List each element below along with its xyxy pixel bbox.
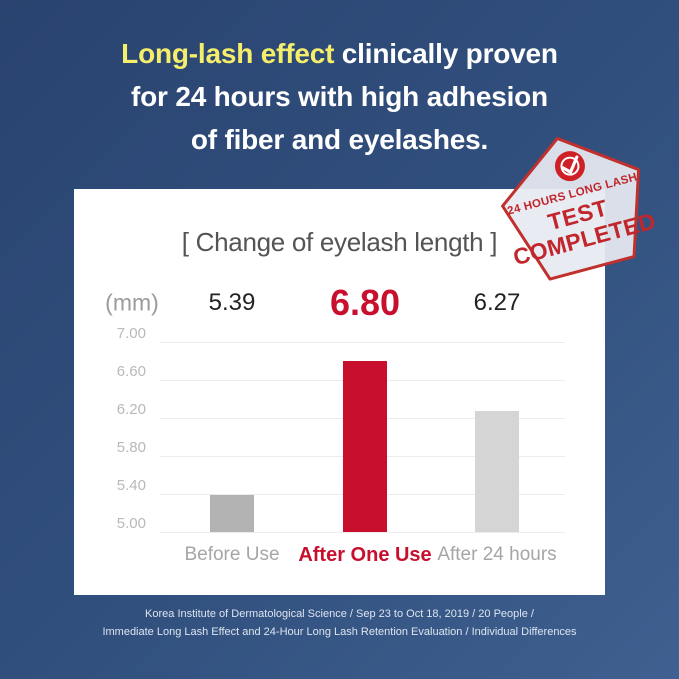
x-label-before-use: Before Use: [184, 544, 280, 565]
gridline: [160, 532, 565, 533]
headline-line-3: of fiber and eyelashes.: [190, 124, 489, 155]
chart-title: [ Change of eyelash length ]: [181, 227, 498, 257]
y-tick-label: 5.00: [116, 515, 146, 532]
source-line-2: Immediate Long Lash Effect and 24-Hour L…: [102, 626, 577, 638]
value-label-after-one-use: 6.80: [329, 282, 401, 323]
source-line-1: Korea Institute of Dermatological Scienc…: [145, 608, 534, 620]
y-tick-label: 5.80: [116, 439, 146, 456]
y-tick-label: 7.00: [116, 325, 146, 342]
check-circle-icon: [554, 151, 585, 182]
headline: Long-lash effect clinically proven for 2…: [0, 32, 679, 161]
x-label-after-24-hours: After 24 hours: [437, 544, 557, 565]
stamp-pentagon: [501, 136, 641, 281]
x-axis-labels: Before Use After One Use After 24 hours: [74, 544, 605, 570]
y-tick-label: 5.40: [116, 477, 146, 494]
bar-after-24-hours: [475, 411, 519, 532]
bar-after-one-use: [343, 361, 387, 532]
y-tick-label: 6.60: [116, 363, 146, 380]
bar-before-use: [210, 494, 254, 532]
gridline: [160, 342, 565, 343]
source-note: Korea Institute of Dermatological Scienc…: [0, 605, 679, 641]
value-label-before-use: 5.39: [208, 289, 256, 316]
headline-line-1-rest: clinically proven: [334, 38, 558, 69]
y-tick-label: 6.20: [116, 401, 146, 418]
test-completed-stamp: 24 HOURS LONG LASH TEST COMPLETED: [483, 115, 669, 301]
unit-label: (mm): [105, 289, 159, 316]
headline-highlight: Long-lash effect: [121, 38, 335, 69]
x-label-after-one-use: After One Use: [298, 544, 432, 566]
headline-line-1: Long-lash effect clinically proven: [0, 32, 679, 75]
bar-chart-plot: 7.00 6.60 6.20 5.80 5.40 5.00: [117, 325, 565, 533]
value-label-after-24-hours: 6.27: [473, 289, 521, 316]
headline-line-2: for 24 hours with high adhesion: [131, 81, 548, 112]
